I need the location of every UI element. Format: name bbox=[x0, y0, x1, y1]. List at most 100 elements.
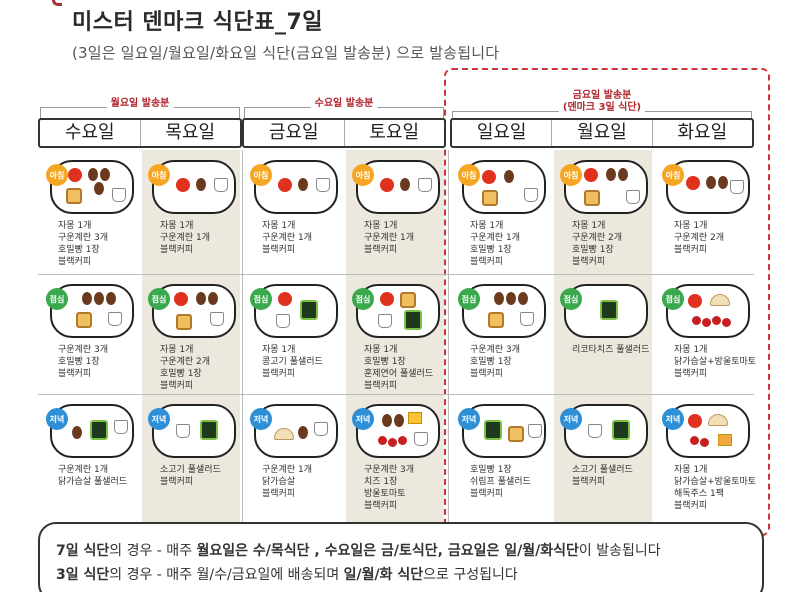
egg-icon bbox=[298, 178, 308, 191]
day-header-group-2: 금요일 토요일 bbox=[242, 118, 446, 148]
meal-plate: 아침 bbox=[148, 160, 236, 214]
meal-badge-lunch: 점심 bbox=[250, 288, 272, 310]
egg-icon bbox=[94, 292, 104, 305]
salad-icon bbox=[300, 300, 318, 320]
meal-cell-wed-morning: 아침 자몽 1개 구운계란 3개 호밀빵 1장 블랙커피 bbox=[44, 154, 144, 272]
meal-plate: 점심 bbox=[250, 284, 338, 338]
group-label: 월요일 발송분 bbox=[106, 98, 174, 110]
meal-cell-sun-morning: 아침 자몽 1개 구운계란 1개 호밀빵 1장 블랙커피 bbox=[456, 154, 556, 272]
meal-badge-dinner: 저녁 bbox=[46, 408, 68, 430]
note-7day-text: 의 경우 - 매주 bbox=[109, 543, 197, 559]
chicken-breast-icon bbox=[274, 428, 294, 440]
group-wednesday-shipment: 수요일 발송분 bbox=[244, 98, 444, 522]
meal-plate: 저녁 bbox=[46, 404, 134, 458]
meal-cell-wed-dinner: 저녁 구운계란 1개 닭가슴살 풀샐러드 bbox=[44, 398, 144, 516]
meal-plate: 아침 bbox=[458, 160, 546, 214]
menu-text: 소고기 풀샐러드 블랙커피 bbox=[160, 465, 221, 487]
coffee-cup-icon bbox=[108, 312, 122, 326]
meal-badge-morning: 아침 bbox=[148, 164, 170, 186]
meal-cell-tue-morning: 아침 자몽 1개 구운계란 2개 블랙커피 bbox=[660, 154, 760, 272]
page-title: 미스터 덴마크 식단표_7일 bbox=[72, 10, 324, 35]
grapefruit-icon bbox=[584, 168, 598, 182]
meal-cell-thu-lunch: 점심 자몽 1개 구운계란 2개 호밀빵 1장 블랙커피 bbox=[146, 278, 246, 396]
meal-cell-sat-dinner: 저녁 구운계란 3개 치즈 1장 방울토마토 블랙커피 bbox=[350, 398, 450, 516]
coffee-cup-icon bbox=[528, 424, 542, 438]
group-bracket-left bbox=[244, 107, 245, 121]
menu-text: 구운계란 3개 호밀빵 1장 블랙커피 bbox=[470, 345, 520, 379]
rye-bread-icon bbox=[482, 190, 498, 206]
cherry-tomato-icon bbox=[700, 438, 709, 447]
meal-plate: 점심 bbox=[560, 284, 648, 338]
meal-badge-lunch: 점심 bbox=[352, 288, 374, 310]
coffee-cup-icon bbox=[114, 420, 128, 434]
day-label-tuesday: 화요일 bbox=[651, 120, 752, 146]
menu-text: 자몽 1개 구운계란 2개 호밀빵 1장 블랙커피 bbox=[572, 221, 622, 267]
rye-bread-icon bbox=[66, 188, 82, 204]
meal-cell-fri-morning: 아침 자몽 1개 구운계란 1개 블랙커피 bbox=[248, 154, 348, 272]
group-friday-shipment: 금요일 발송분 (덴마크 3일 식단) bbox=[452, 90, 752, 526]
egg-icon bbox=[506, 292, 516, 305]
note-7day-suffix: 이 발송됩니다 bbox=[578, 543, 661, 559]
cheese-icon bbox=[408, 412, 422, 424]
coffee-cup-icon bbox=[378, 314, 392, 328]
menu-text: 자몽 1개 호밀빵 1장 훈제연어 풀샐러드 블랙커피 bbox=[364, 345, 434, 391]
note-7day-schedule: 월요일은 수/목식단 , 수요일은 금/토식단, 금요일은 일/월/화식단 bbox=[196, 543, 579, 559]
coffee-cup-icon bbox=[520, 312, 534, 326]
coffee-cup-icon bbox=[214, 178, 228, 192]
meal-cell-sun-lunch: 점심 구운계란 3개 호밀빵 1장 블랙커피 bbox=[456, 278, 556, 396]
meal-badge-dinner: 저녁 bbox=[148, 408, 170, 430]
meal-cell-mon-lunch: 점심 리코타치즈 풀샐러드 bbox=[558, 278, 658, 396]
salad-icon bbox=[90, 420, 108, 440]
chicken-breast-icon bbox=[710, 294, 730, 306]
rye-bread-icon bbox=[488, 312, 504, 328]
meal-cell-sat-lunch: 점심 자몽 1개 호밀빵 1장 훈제연어 풀샐러드 블랙커피 bbox=[350, 278, 450, 396]
egg-icon bbox=[82, 292, 92, 305]
rye-bread-icon bbox=[400, 292, 416, 308]
coffee-cup-icon bbox=[176, 424, 190, 438]
meal-badge-morning: 아침 bbox=[560, 164, 582, 186]
egg-icon bbox=[494, 292, 504, 305]
menu-text: 자몽 1개 구운계란 1개 블랙커피 bbox=[262, 221, 312, 255]
grapefruit-icon bbox=[686, 176, 700, 190]
meal-cell-sun-dinner: 저녁 호밀빵 1장 쉬림프 풀샐러드 블랙커피 bbox=[456, 398, 556, 516]
coffee-cup-icon bbox=[112, 188, 126, 202]
meal-plate: 아침 bbox=[662, 160, 750, 214]
egg-icon bbox=[88, 168, 98, 181]
egg-icon bbox=[196, 292, 206, 305]
meal-plate: 아침 bbox=[250, 160, 338, 214]
menu-text: 자몽 1개 콩고기 풀샐러드 블랙커피 bbox=[262, 345, 323, 379]
group-label: 수요일 발송분 bbox=[310, 98, 378, 110]
meal-badge-lunch: 점심 bbox=[560, 288, 582, 310]
day-label-friday: 금요일 bbox=[268, 122, 319, 143]
coffee-cup-icon bbox=[524, 188, 538, 202]
day-header-group-1: 수요일 목요일 bbox=[38, 118, 242, 148]
egg-icon bbox=[618, 168, 628, 181]
coffee-cup-icon bbox=[588, 424, 602, 438]
meal-badge-dinner: 저녁 bbox=[458, 408, 480, 430]
egg-icon bbox=[94, 182, 104, 195]
cherry-tomato-icon bbox=[692, 316, 701, 325]
grapefruit-icon bbox=[278, 292, 292, 306]
salad-icon bbox=[200, 420, 218, 440]
row-divider bbox=[38, 394, 754, 395]
menu-text: 구운계란 1개 닭가슴살 풀샐러드 bbox=[58, 465, 128, 487]
meal-badge-lunch: 점심 bbox=[662, 288, 684, 310]
egg-icon bbox=[298, 426, 308, 439]
cherry-tomato-icon bbox=[690, 436, 699, 445]
coffee-cup-icon bbox=[418, 178, 432, 192]
meal-cell-fri-lunch: 점심 자몽 1개 콩고기 풀샐러드 블랙커피 bbox=[248, 278, 348, 396]
note-line-3day: 3일 식단의 경우 - 매주 월/수/금요일에 배송되며 일/월/화 식단으로 … bbox=[56, 564, 518, 584]
meal-cell-mon-dinner: 저녁 소고기 풀샐러드 블랙커피 bbox=[558, 398, 658, 516]
group-bracket-right bbox=[443, 107, 444, 121]
rye-bread-icon bbox=[584, 190, 600, 206]
egg-icon bbox=[72, 426, 82, 439]
group-divider bbox=[242, 150, 243, 530]
coffee-cup-icon bbox=[414, 432, 428, 446]
grapefruit-icon bbox=[482, 170, 496, 184]
chicken-breast-icon bbox=[708, 414, 728, 426]
menu-text: 자몽 1개 구운계란 2개 블랙커피 bbox=[674, 221, 724, 255]
row-divider bbox=[38, 274, 754, 275]
meal-plate: 저녁 bbox=[250, 404, 338, 458]
egg-icon bbox=[518, 292, 528, 305]
group-bracket-right bbox=[239, 107, 240, 121]
